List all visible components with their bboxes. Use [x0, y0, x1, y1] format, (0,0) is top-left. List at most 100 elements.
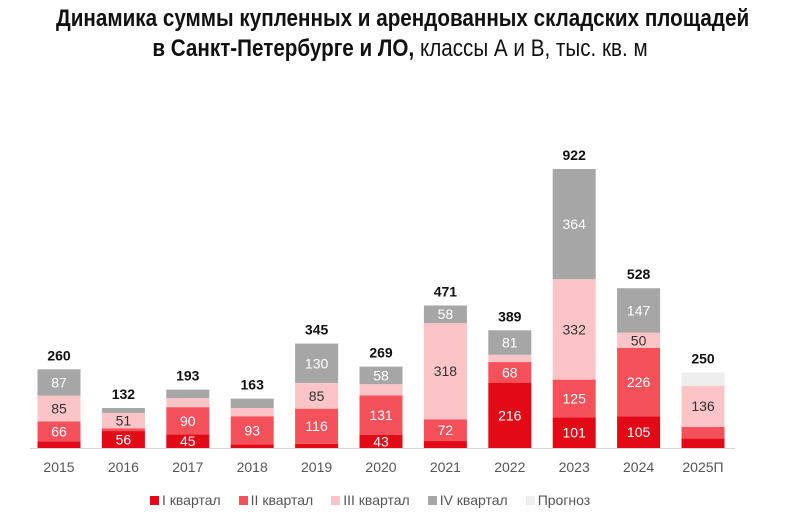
- data-label: 43: [373, 433, 389, 449]
- bar-segment: [230, 408, 274, 417]
- chart-title: Динамика суммы купленных и арендованных …: [0, 4, 800, 64]
- legend-label: Прогноз: [537, 492, 591, 508]
- x-tick-label: 2023: [559, 459, 590, 475]
- data-label: 101: [563, 425, 587, 441]
- x-tick-label: 2022: [494, 459, 525, 475]
- bar-segment: [488, 330, 532, 355]
- total-label: 269: [369, 345, 393, 361]
- bar-segment: [488, 382, 532, 448]
- x-tick-label: 2015: [43, 459, 74, 475]
- legend-swatch: [238, 495, 248, 505]
- bar-segment: [166, 389, 210, 399]
- bar-segment: [230, 416, 274, 445]
- legend-label: IV квартал: [439, 492, 508, 508]
- data-label: 85: [309, 388, 325, 404]
- bar-segment: [423, 419, 467, 442]
- legend-swatch: [331, 495, 341, 505]
- bar-segment: [488, 354, 532, 363]
- bar-segment: [166, 434, 210, 448]
- data-label: 81: [502, 335, 518, 351]
- title-line-2-bold: в Санкт-Петербурге и ЛО,: [152, 35, 415, 62]
- data-label: 147: [627, 302, 651, 318]
- bar-segment: [295, 443, 339, 448]
- total-label: 389: [498, 308, 522, 324]
- bar-segment: [166, 398, 210, 408]
- data-label: 226: [627, 374, 651, 390]
- data-label: 105: [627, 424, 651, 440]
- bar-segment: [37, 441, 81, 448]
- bar-segment: [488, 362, 532, 383]
- data-label: 87: [51, 374, 67, 390]
- legend-item: IV квартал: [427, 492, 508, 508]
- data-label: 130: [305, 355, 329, 371]
- legend-item: Прогноз: [525, 492, 591, 508]
- bar-segment: [617, 332, 661, 348]
- x-tick-label: 2017: [172, 459, 203, 475]
- bar-segment: [295, 382, 339, 409]
- data-label: 58: [373, 367, 389, 383]
- x-tick-label: 2021: [430, 459, 461, 475]
- data-label: 85: [51, 401, 67, 417]
- total-label: 528: [627, 266, 651, 282]
- bar-segment: [681, 438, 725, 448]
- x-tick-label: 2019: [301, 459, 332, 475]
- bar-segment: [166, 407, 210, 435]
- bar-segment: [101, 431, 145, 448]
- bar-segment: [423, 323, 467, 420]
- bar-segment: [552, 417, 596, 448]
- legend-item: III квартал: [331, 492, 410, 508]
- bar-segment: [681, 426, 725, 439]
- legend-label: II квартал: [250, 492, 314, 508]
- total-label: 250: [691, 350, 715, 366]
- data-label: 50: [631, 332, 647, 348]
- title-line-2-rest: классы А и В, тыс. кв. м: [414, 35, 648, 62]
- bar-segment: [37, 421, 81, 442]
- data-label: 116: [305, 418, 328, 434]
- data-label: 68: [502, 364, 518, 380]
- total-label: 132: [112, 386, 136, 402]
- bar-segment: [37, 369, 81, 396]
- x-tick-label: 2018: [237, 459, 268, 475]
- total-label: 345: [305, 322, 329, 338]
- bar-segment: [423, 441, 467, 448]
- bar-segment: [359, 395, 403, 435]
- bar-segment: [681, 372, 725, 386]
- bar-segment: [617, 416, 661, 448]
- legend-label: I квартал: [162, 492, 221, 508]
- legend-item: II квартал: [238, 492, 314, 508]
- data-label: 216: [498, 407, 522, 423]
- bar-segment: [230, 444, 274, 448]
- data-label: 364: [563, 216, 587, 232]
- bar-segment: [617, 288, 661, 333]
- legend-swatch: [427, 495, 437, 505]
- bar-segment: [359, 384, 403, 396]
- bar-segment: [681, 385, 725, 427]
- total-label: 193: [176, 368, 200, 384]
- data-label: 56: [116, 432, 132, 448]
- bar-segment: [359, 366, 403, 385]
- data-label: 45: [180, 433, 196, 449]
- data-label: 93: [244, 422, 260, 438]
- x-tick-label: 2020: [365, 459, 396, 475]
- data-label: 51: [116, 413, 132, 429]
- bar-segment: [101, 428, 145, 432]
- data-label: 58: [438, 306, 454, 322]
- bar-segment: [552, 379, 596, 418]
- data-label: 318: [434, 363, 458, 379]
- bar-segment: [101, 412, 145, 429]
- bar-segment: [552, 169, 596, 280]
- total-label: 922: [563, 147, 587, 163]
- legend-swatch: [525, 495, 535, 505]
- bar-segment: [37, 395, 81, 422]
- bar-segment: [423, 305, 467, 324]
- bar-segment: [552, 279, 596, 380]
- bar-segment: [295, 408, 339, 444]
- legend-label: III квартал: [343, 492, 410, 508]
- x-tick-label: 2025П: [682, 459, 723, 475]
- data-label: 332: [563, 321, 587, 337]
- bar-segment: [617, 347, 661, 417]
- legend: I квартал II квартал III квартал IV квартал…: [150, 492, 590, 508]
- x-tick-label: 2024: [623, 459, 654, 475]
- title-line-1: Динамика суммы купленных и арендованных …: [56, 5, 750, 32]
